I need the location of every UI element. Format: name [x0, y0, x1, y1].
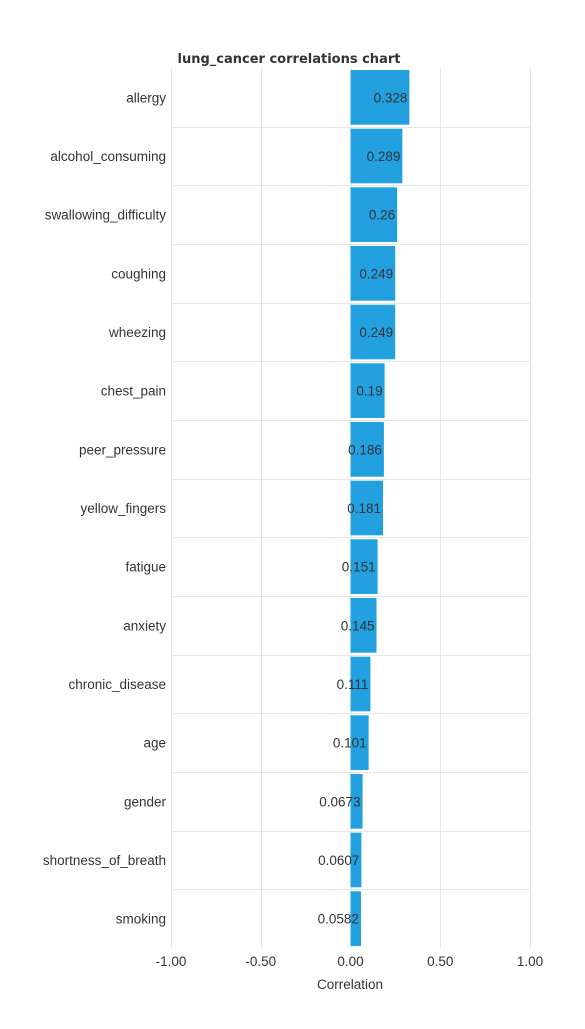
value-label-coughing: 0.249: [359, 266, 393, 281]
value-label-anxiety: 0.145: [341, 618, 375, 633]
chart-title: lung_cancer correlations chart: [178, 52, 401, 67]
category-label-anxiety: anxiety: [123, 618, 166, 633]
value-label-fatigue: 0.151: [342, 560, 376, 575]
bars-layer: [350, 70, 410, 946]
value-labels: 0.328 0.289 0.26 0.249 0.249 0.19 0.186 0.181 0.…: [318, 90, 408, 926]
bar-allergy: [350, 70, 410, 125]
category-label-fatigue: fatigue: [125, 560, 166, 575]
value-label-yellow_fingers: 0.181: [347, 501, 381, 516]
x-tick-label-1: -0.50: [245, 954, 276, 969]
bar-peer_pressure: [350, 422, 384, 477]
value-label-wheezing: 0.249: [359, 325, 393, 340]
bar-yellow_fingers: [350, 480, 383, 536]
value-label-age: 0.101: [333, 736, 367, 751]
bar-shortness_of_breath: [350, 832, 362, 888]
value-label-allergy: 0.328: [374, 90, 408, 105]
value-label-gender: 0.0673: [319, 794, 360, 809]
x-tick-label-4: 1.00: [517, 954, 543, 969]
value-label-smoking: 0.0582: [318, 912, 359, 927]
category-labels: allergy alcohol_consuming swallowing_diffi…: [43, 90, 167, 926]
bar-fatigue: [350, 539, 378, 594]
category-label-wheezing: wheezing: [108, 325, 166, 340]
category-label-allergy: allergy: [126, 90, 166, 105]
value-label-alcohol_consuming: 0.289: [367, 149, 401, 164]
bar-alcohol_consuming: [350, 128, 403, 184]
category-label-alcohol_consuming: alcohol_consuming: [50, 149, 166, 164]
value-label-chronic_disease: 0.111: [337, 677, 369, 692]
x-axis-title: Correlation: [317, 977, 383, 992]
category-label-coughing: coughing: [111, 266, 166, 281]
x-tick-label-2: 0.00: [337, 954, 363, 969]
category-label-smoking: smoking: [116, 912, 166, 927]
bar-chronic_disease: [350, 656, 371, 712]
bar-coughing: [350, 246, 396, 301]
bar-age: [350, 715, 369, 770]
x-tick-label-0: -1.00: [156, 954, 187, 969]
value-label-chest_pain: 0.19: [356, 384, 382, 399]
value-label-swallowing_difficulty: 0.26: [369, 208, 395, 223]
category-label-chronic_disease: chronic_disease: [68, 677, 166, 692]
x-axis-ticks: -1.00 -0.50 0.00 0.50 1.00: [156, 954, 544, 969]
value-label-peer_pressure: 0.186: [348, 442, 382, 457]
category-label-shortness_of_breath: shortness_of_breath: [43, 853, 166, 868]
category-label-age: age: [143, 736, 166, 751]
category-label-gender: gender: [124, 794, 167, 809]
bar-swallowing_difficulty: [350, 187, 398, 242]
x-tick-label-3: 0.50: [427, 954, 453, 969]
value-label-shortness_of_breath: 0.0607: [318, 853, 359, 868]
category-label-swallowing_difficulty: swallowing_difficulty: [45, 208, 167, 223]
bar-smoking: [350, 891, 361, 946]
bar-chest_pain: [350, 363, 385, 418]
bar-anxiety: [350, 598, 377, 653]
category-label-chest_pain: chest_pain: [101, 384, 166, 399]
bar-gender: [350, 774, 363, 829]
category-label-peer_pressure: peer_pressure: [79, 442, 166, 457]
bar-wheezing: [350, 304, 396, 360]
category-label-yellow_fingers: yellow_fingers: [80, 501, 166, 516]
